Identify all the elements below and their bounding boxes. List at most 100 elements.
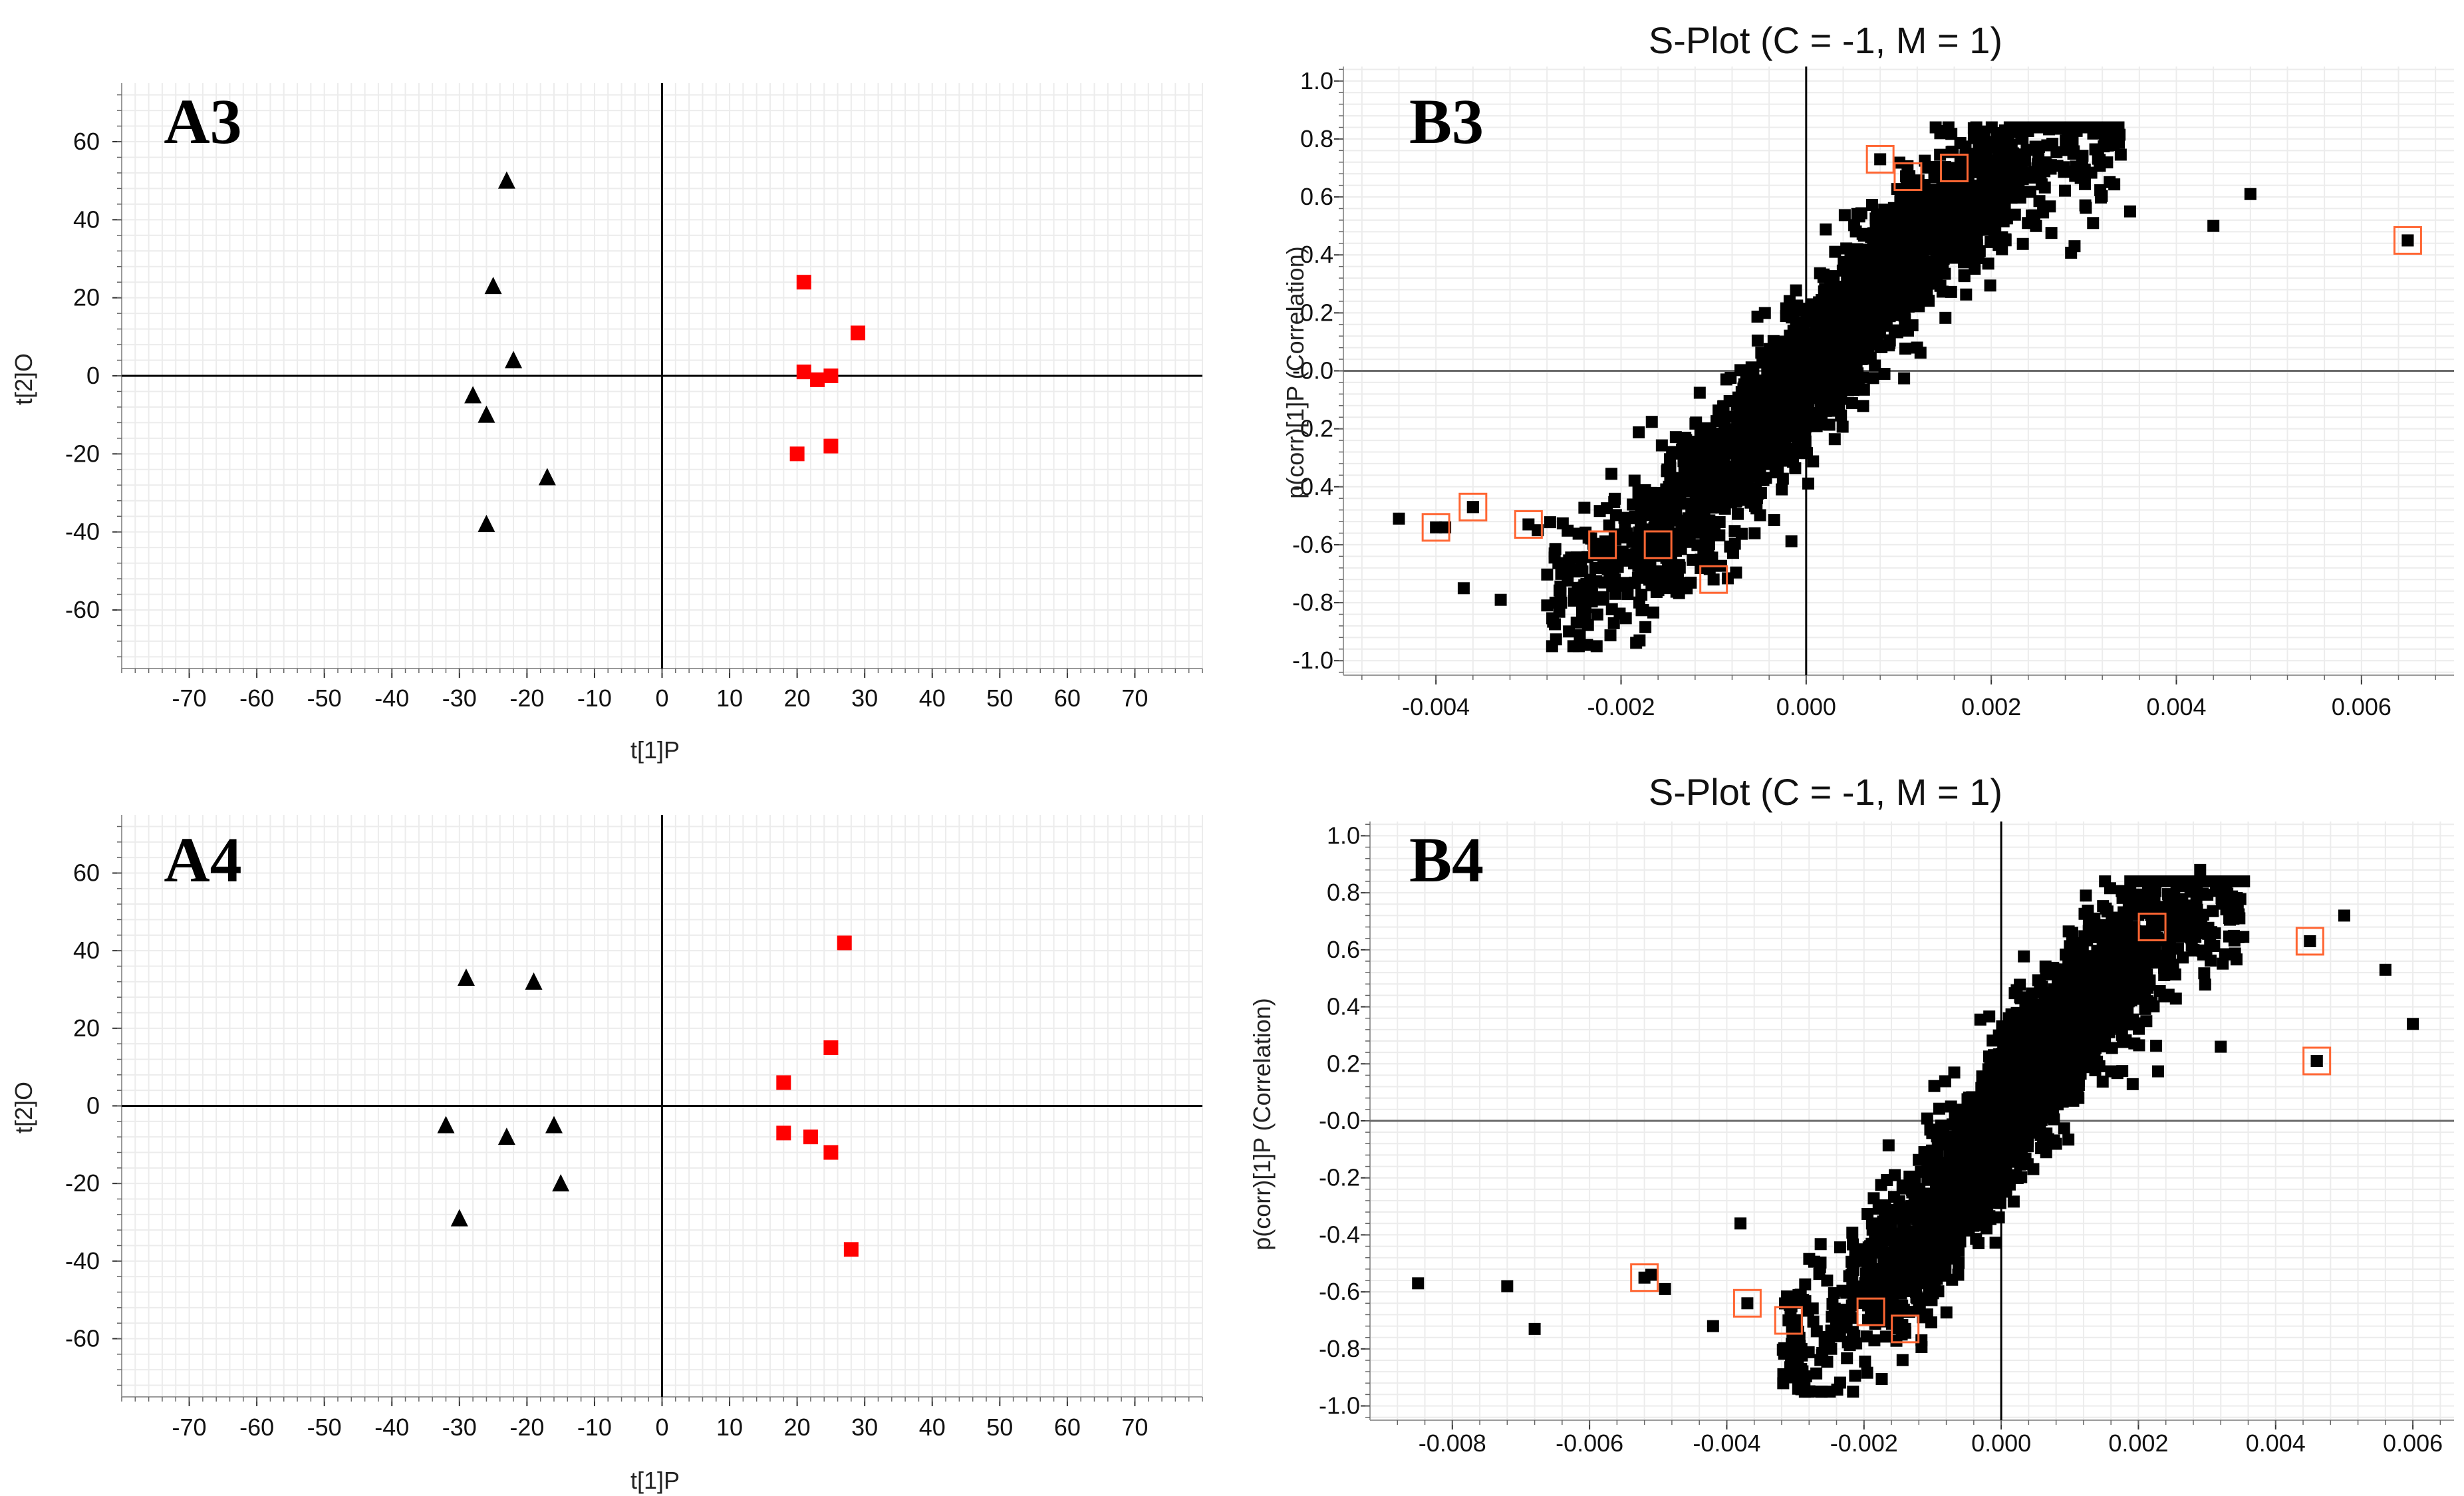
variable-point [1636, 550, 1649, 563]
variable-point [2030, 220, 2042, 232]
highlight-box [1514, 510, 1543, 539]
variable-point [1578, 502, 1591, 514]
variable-point [1788, 410, 1801, 423]
variable-point [1892, 309, 1905, 321]
variable-point [1929, 160, 1941, 173]
x-tick-label: 70 [1121, 684, 1148, 712]
outlier-variable-point [1633, 634, 1646, 647]
variable-point [1724, 540, 1736, 553]
variable-point [1890, 1334, 1903, 1347]
variable-point [1669, 472, 1681, 484]
variable-point [1751, 334, 1764, 347]
variable-point [1807, 455, 1820, 468]
variable-point [1729, 468, 1742, 481]
variable-point [1935, 246, 1947, 259]
outlier-variable-point [1439, 521, 1452, 533]
variable-point [1773, 345, 1786, 357]
variable-point [1869, 289, 1882, 301]
variable-point [1959, 231, 1972, 244]
variable-point [1728, 525, 1741, 537]
variable-point [2002, 151, 2014, 164]
variable-point [1603, 549, 1616, 562]
variable-point [1950, 243, 1963, 255]
variable-point [1709, 525, 1721, 538]
variable-point [1883, 229, 1896, 241]
x-tick-label: -60 [239, 684, 274, 712]
variable-point [1794, 348, 1806, 361]
square-marker-m [796, 365, 811, 380]
x-tick-label: 0.004 [2246, 1429, 2306, 1457]
x-tick-label: 40 [919, 1414, 946, 1441]
variable-point [1712, 472, 1724, 485]
variable-point [1802, 477, 1814, 490]
outlier-variable-point [1457, 582, 1470, 595]
variable-point [1786, 372, 1798, 384]
variable-point [1881, 212, 1893, 224]
variable-point [2041, 139, 2054, 152]
variable-point [1871, 262, 1884, 275]
variable-point [1836, 420, 1849, 433]
variable-point [1790, 284, 1802, 297]
variable-point [1856, 271, 1869, 284]
highlighted-variable-point [1430, 521, 1442, 533]
variable-point [2066, 133, 2079, 146]
variable-point [1978, 195, 1990, 208]
y-tick-label: 0.2 [1327, 1050, 1360, 1077]
x-tick-label: 0.002 [1961, 693, 2021, 720]
variable-point [1689, 517, 1701, 529]
variable-point [1799, 424, 1812, 437]
triangle-marker-c [505, 351, 523, 369]
variable-point [1829, 245, 1842, 258]
highlight-box [1421, 513, 1450, 542]
variable-point [1960, 288, 1973, 301]
x-tick-label: -0.002 [1587, 693, 1655, 720]
variable-point [1848, 219, 1861, 231]
variable-point [2169, 968, 2181, 980]
variable-point [1992, 239, 2005, 251]
variable-point [1849, 1370, 1861, 1382]
variable-point [2012, 177, 2025, 190]
variable-point [1570, 616, 1583, 629]
x-tick-label: 60 [1054, 684, 1081, 712]
variable-point [1689, 417, 1702, 430]
variable-point [1578, 583, 1591, 596]
x-tick-label: -0.004 [1402, 693, 1470, 720]
variable-point [1591, 608, 1603, 621]
variable-point [1928, 171, 1941, 184]
variable-point [1552, 557, 1565, 569]
variable-point [1993, 138, 2006, 150]
y-tick-label: 20 [73, 1014, 100, 1042]
highlight-box [1458, 492, 1488, 522]
variable-point [1914, 347, 1927, 359]
variable-point [2116, 1036, 2129, 1048]
variable-point [1760, 350, 1773, 363]
highlighted-variable-point [1874, 153, 1887, 166]
variable-point [1670, 585, 1683, 598]
variable-point [1671, 488, 1684, 500]
square-marker-m [823, 1040, 839, 1055]
variable-point [1861, 345, 1874, 357]
variable-point [1613, 607, 1626, 620]
variable-point [1967, 122, 1980, 134]
variable-point [2000, 212, 2013, 225]
variable-point [2198, 967, 2211, 980]
variable-point [2124, 875, 2137, 887]
variable-point [1759, 405, 1772, 418]
square-marker-m [823, 369, 839, 383]
variable-point [1954, 136, 1967, 149]
y-tick-label: -1.0 [1319, 1392, 1360, 1420]
square-marker-m [803, 1129, 818, 1145]
variable-point [1813, 352, 1826, 365]
variable-point [1734, 364, 1747, 376]
x-tick-label: 20 [784, 1414, 811, 1441]
x-tick-label: 10 [716, 684, 743, 712]
x-tick-label: -50 [307, 1414, 342, 1441]
outlier-variable-point [2123, 205, 2136, 218]
variable-point [1867, 252, 1879, 265]
x-tick-label: 0 [655, 1414, 668, 1441]
variable-point [2058, 1122, 2070, 1135]
y-axis-label: t[2]O [10, 353, 37, 405]
variable-point [1926, 259, 1939, 272]
y-axis-label: t[2]O [10, 1082, 37, 1133]
variable-point [1958, 270, 1971, 283]
